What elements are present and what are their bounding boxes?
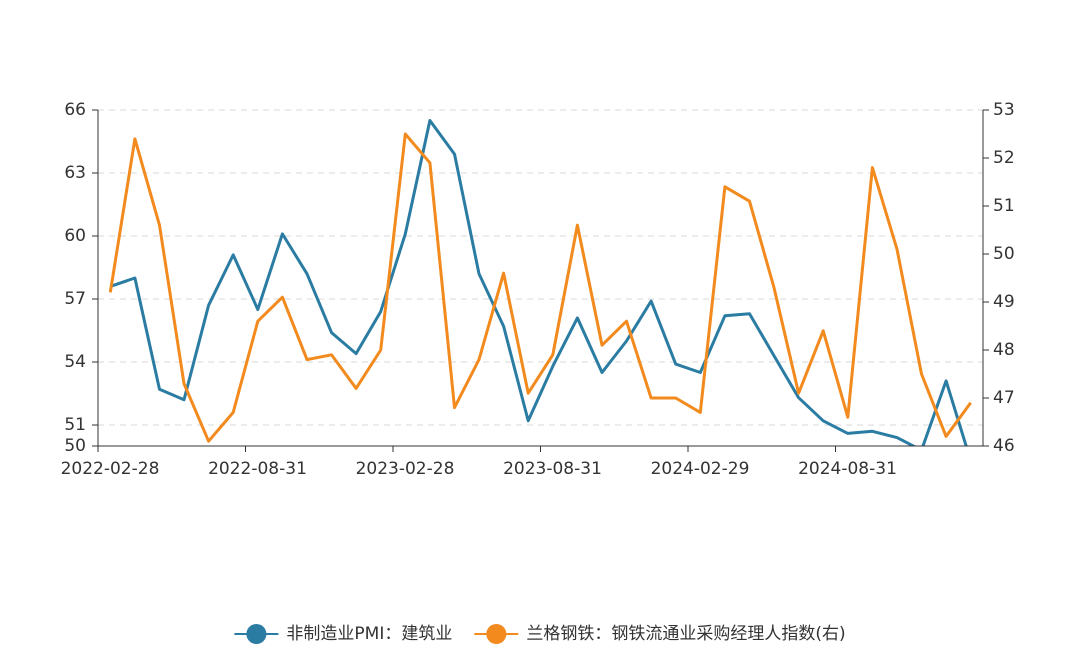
y2-tick-label: 48	[993, 340, 1015, 360]
y2-tick-label: 52	[993, 148, 1015, 168]
y2-tick-label: 49	[993, 292, 1015, 312]
legend-item: 兰格钢铁：钢铁流通业采购经理人指数(右)	[474, 624, 846, 644]
y-tick-label: 50	[64, 436, 86, 456]
legend-marker	[486, 624, 507, 644]
y-tick-label: 63	[64, 163, 86, 183]
y2-tick-label: 51	[993, 196, 1015, 216]
legend-item: 非制造业PMI：建筑业	[234, 624, 452, 644]
x-tick-label: 2023-02-28	[356, 459, 455, 479]
legend-marker	[246, 624, 267, 644]
y-tick-label: 57	[64, 289, 86, 309]
y2-tick-label: 47	[993, 388, 1015, 408]
y2-tick-label: 50	[993, 244, 1015, 264]
y2-tick-label: 53	[993, 100, 1015, 120]
x-tick-label: 2024-02-29	[651, 459, 750, 479]
series-line	[109, 119, 968, 446]
legend-label: 非制造业PMI：建筑业	[286, 624, 452, 644]
series-line	[108, 132, 972, 443]
y-tick-label: 54	[64, 352, 86, 372]
y-tick-label: 60	[64, 226, 86, 246]
x-tick-label: 2022-02-28	[61, 459, 160, 479]
x-tick-label: 2024-08-31	[798, 459, 897, 479]
y-tick-label: 66	[64, 100, 86, 120]
legend-label: 兰格钢铁：钢铁流通业采购经理人指数(右)	[526, 624, 845, 644]
x-tick-label: 2022-08-31	[208, 459, 307, 479]
y2-tick-label: 46	[993, 436, 1015, 456]
x-tick-label: 2023-08-31	[503, 459, 602, 479]
y-tick-label: 51	[64, 415, 86, 435]
